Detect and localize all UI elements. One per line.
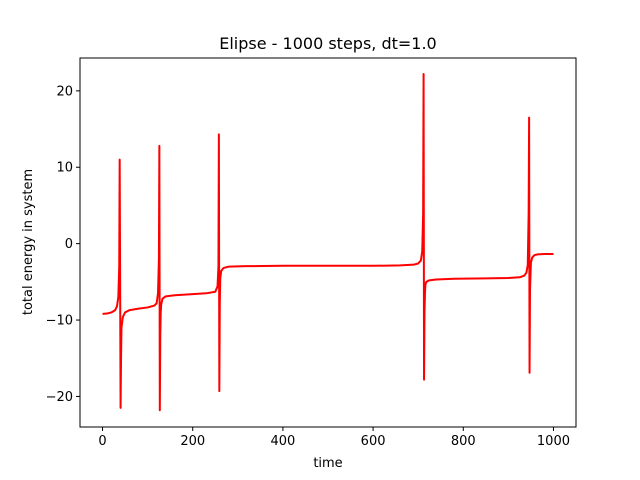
y-tick-label: 20 <box>56 84 73 99</box>
y-tick-label: 0 <box>65 237 73 252</box>
y-tick-label: −20 <box>46 390 73 405</box>
y-tick-label: 10 <box>56 161 73 176</box>
x-axis: 0 200 400 600 800 1000 <box>98 427 570 449</box>
y-axis-label: total energy in system <box>21 169 36 315</box>
axes-frame <box>79 57 577 428</box>
series-line <box>102 73 554 412</box>
x-axis-label: time <box>313 456 342 471</box>
plot-area <box>102 73 554 412</box>
x-tick-label: 0 <box>98 434 106 449</box>
x-tick-label: 400 <box>270 434 295 449</box>
x-tick-label: 200 <box>180 434 205 449</box>
chart-title: Elipse - 1000 steps, dt=1.0 <box>219 34 436 53</box>
x-tick-label: 600 <box>361 434 386 449</box>
y-axis: −20 −10 0 10 20 <box>46 84 80 405</box>
x-tick-label: 800 <box>451 434 476 449</box>
y-tick-label: −10 <box>46 314 73 329</box>
x-tick-label: 1000 <box>537 434 570 449</box>
